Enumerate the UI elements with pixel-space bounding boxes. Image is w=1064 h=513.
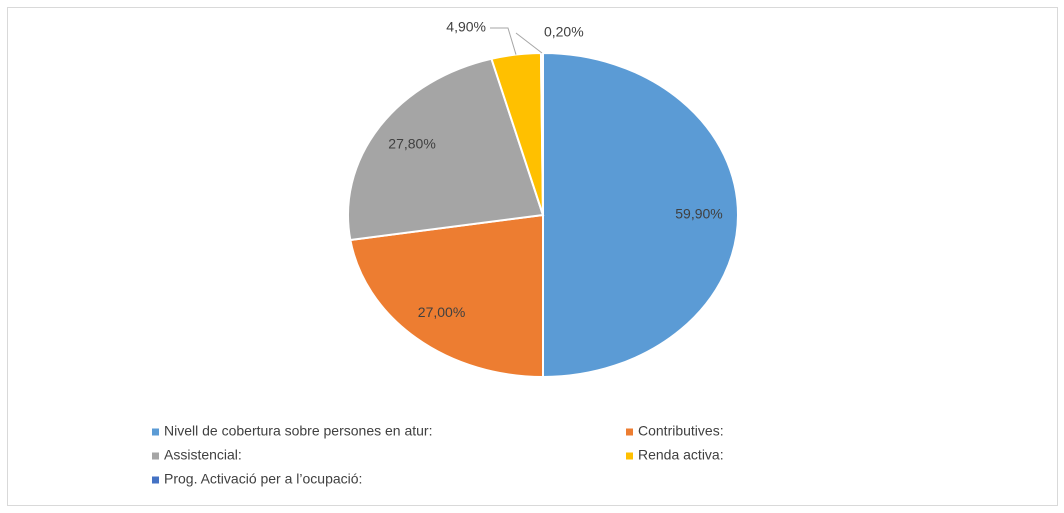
leader-line [515, 32, 543, 54]
legend-swatch [626, 452, 633, 460]
legend-swatch [626, 428, 633, 436]
legend-swatch [152, 476, 159, 484]
legend-label: Prog. Activació per a l’ocupació: [164, 471, 362, 487]
legend-swatch [152, 428, 159, 436]
leader-line [489, 27, 517, 55]
data-label: 0,20% [544, 24, 584, 40]
legend-label: Nivell de cobertura sobre persones en at… [164, 423, 432, 439]
data-label: 59,90% [675, 206, 722, 222]
legend-label: Renda activa: [638, 447, 724, 463]
data-label: 27,80% [388, 135, 435, 151]
pie-slice [539, 51, 544, 216]
legend-swatch [152, 452, 159, 460]
pie-slice [347, 57, 545, 242]
pie-slice [349, 213, 544, 379]
pie-slice [542, 51, 739, 379]
legend-label: Contributives: [638, 423, 724, 439]
data-label: 4,90% [446, 19, 486, 35]
legend-label: Assistencial: [164, 447, 242, 463]
data-label: 27,00% [418, 304, 465, 320]
